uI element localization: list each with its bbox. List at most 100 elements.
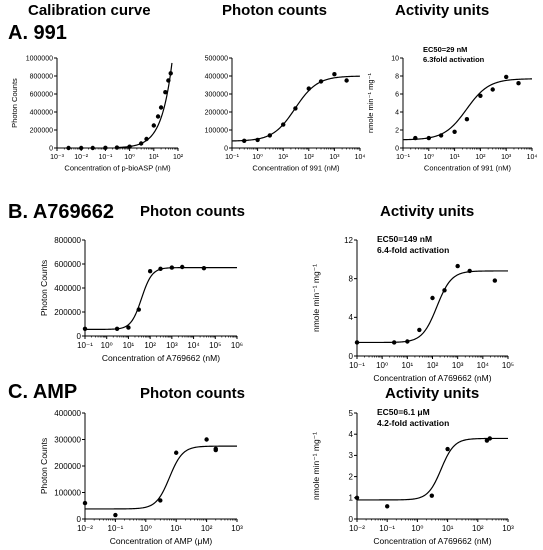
data-point (158, 266, 163, 271)
data-point (213, 447, 218, 453)
y-tick-label: 600000 (54, 260, 81, 269)
chart-a1: 0 200000 400000 600000 800000 1000000 10⁻³ 10⁻²… (10, 55, 184, 172)
x-tick-label: 10⁴ (527, 154, 538, 161)
x-tick-label: 10⁰ (101, 341, 113, 350)
chart-c1: 0 100000 200000 300000 400000 10⁻² 10⁻¹ 10⁰ 10¹ 1… (39, 409, 243, 546)
y-tick-label: 100000 (54, 488, 81, 497)
data-point (504, 74, 509, 80)
y-tick-label: 400000 (54, 409, 81, 418)
x-tick-label: 10³ (166, 341, 178, 350)
data-point (464, 117, 470, 122)
data-point (478, 93, 483, 99)
data-point (66, 145, 71, 151)
x-tick-label: 10¹ (123, 341, 135, 350)
data-point (306, 86, 311, 91)
x-tick-label: 10⁵ (502, 361, 514, 370)
data-point (138, 141, 144, 146)
x-tick-label: 10⁻² (74, 154, 88, 161)
x-tick-label: 10³ (329, 154, 340, 161)
data-point (168, 71, 173, 76)
x-tick-label: 10⁴ (355, 154, 366, 161)
x-tick-label: 10² (427, 361, 439, 370)
annotation-text: EC50=29 nM (423, 45, 467, 54)
section-label-a: A. 991 (8, 22, 67, 44)
data-point (391, 340, 397, 345)
data-point (255, 137, 260, 143)
y-tick-label: 100000 (205, 127, 228, 134)
y-tick-label: 8 (395, 73, 399, 80)
y-tick-label: 400000 (30, 109, 53, 116)
x-tick-label: 10¹ (442, 524, 454, 533)
y-tick-label: 2 (349, 472, 354, 481)
x-tick-label: 10⁻¹ (77, 341, 93, 350)
y-tick-label: 400000 (54, 284, 81, 293)
y-tick-label: 800000 (30, 73, 53, 80)
annotation-text: EC50=149 nM (377, 234, 432, 244)
data-point (426, 135, 431, 141)
y-tick-label: 0 (224, 145, 228, 152)
x-tick-label: 10⁻¹ (98, 154, 112, 161)
chart-c2: 0 1 2 3 4 5 10⁻² 10⁻¹ 10⁰ 10¹ 10² 10³ Concentration … (311, 407, 514, 546)
x-tick-label: 10¹ (170, 524, 182, 533)
y-tick-label: 300000 (54, 435, 81, 444)
fitted-curve (117, 62, 173, 149)
data-point (516, 81, 521, 86)
section-label-b: B. A769662 (8, 201, 114, 223)
data-point (455, 263, 460, 269)
data-point (354, 495, 360, 500)
data-point (429, 493, 435, 498)
y-tick-label: 200000 (54, 462, 81, 471)
y-tick-label: 0 (77, 515, 82, 524)
y-tick-label: 200000 (205, 109, 228, 116)
data-point (452, 129, 457, 134)
y-tick-label: 4 (349, 430, 354, 439)
data-point (180, 264, 185, 270)
chart-a2: 0 100000 200000 300000 400000 500000 10⁻¹ 10⁰ 10… (205, 55, 366, 172)
data-point (445, 446, 450, 452)
data-point (82, 500, 88, 506)
data-point (174, 450, 179, 455)
fitted-curve (402, 78, 533, 141)
x-tick-label: 10² (472, 524, 484, 533)
x-tick-label: 10⁵ (209, 341, 221, 350)
section-label-c: C. AMP (8, 381, 78, 403)
data-point (354, 340, 360, 345)
x-axis-label: Concentration of 991 (nM) (424, 164, 512, 173)
data-point (430, 295, 435, 301)
annotation-text: EC50=6.1 μM (377, 407, 430, 417)
annotation-text: 6.3fold activation (423, 55, 485, 64)
data-point (344, 78, 349, 83)
x-tick-label: 10⁶ (231, 341, 243, 350)
y-tick-label: 0 (395, 145, 399, 152)
data-point (114, 145, 120, 150)
x-tick-label: 10⁻² (77, 524, 93, 533)
data-point (113, 512, 118, 518)
x-tick-label: 10⁰ (140, 524, 152, 533)
y-tick-label: 200000 (30, 127, 53, 134)
y-axis-label: Photon Counts (39, 260, 49, 316)
y-tick-label: 4 (349, 313, 354, 322)
data-point (281, 122, 286, 127)
data-point (79, 145, 84, 151)
x-axis-label: Concentration of A769662 (nM) (373, 536, 491, 546)
x-tick-label: 10⁴ (477, 361, 490, 370)
x-tick-label: 10² (304, 154, 315, 161)
data-point (293, 106, 298, 111)
data-point (242, 138, 247, 143)
x-tick-label: 10³ (231, 524, 243, 533)
x-tick-label: 10⁻¹ (379, 524, 395, 533)
data-point (151, 123, 156, 128)
x-tick-label: 10³ (501, 154, 512, 161)
data-point (114, 326, 120, 331)
data-point (90, 145, 95, 151)
x-tick-label: 10¹ (149, 154, 160, 161)
x-axis-label: Concentration of 991 (nM) (252, 164, 340, 173)
y-tick-label: 400000 (205, 73, 228, 80)
x-tick-label: 10⁰ (124, 153, 135, 161)
x-tick-label: 10⁰ (252, 153, 263, 161)
x-tick-label: 10² (201, 524, 213, 533)
x-tick-label: 10⁴ (187, 341, 200, 350)
data-point (442, 288, 447, 293)
data-point (136, 307, 141, 312)
